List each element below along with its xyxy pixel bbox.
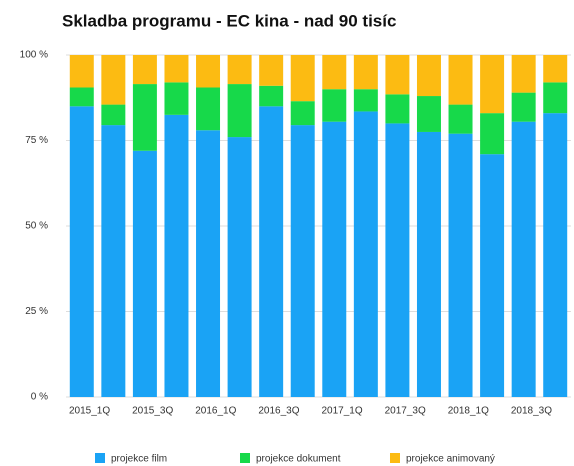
bar-segment — [259, 55, 284, 86]
chart-title: Skladba programu - EC kina - nad 90 tisí… — [62, 11, 396, 30]
bar-segment — [290, 125, 315, 398]
bar-segment — [322, 55, 347, 90]
legend-label: projekce dokument — [256, 454, 341, 465]
x-tick-label: 2017_3Q — [385, 406, 426, 417]
bar-segment — [227, 137, 252, 397]
bar-segment — [385, 94, 410, 124]
y-tick-label: 25 % — [25, 306, 48, 317]
bar-segment — [416, 131, 441, 397]
bar-segment — [416, 96, 441, 132]
bar-segment — [543, 55, 568, 83]
x-tick-label: 2018_3Q — [511, 406, 552, 417]
bar-segment — [69, 55, 94, 88]
bar-segment — [164, 55, 189, 83]
bar-segment — [132, 84, 157, 151]
bar-segment — [290, 101, 315, 126]
x-tick-label: 2016_1Q — [195, 406, 236, 417]
x-tick-label: 2016_3Q — [258, 406, 299, 417]
x-tick-label: 2015_1Q — [69, 406, 110, 417]
bar-segment — [69, 106, 94, 398]
bar-segment — [353, 55, 378, 90]
bar-segment — [480, 55, 505, 114]
bar-segment — [69, 87, 94, 107]
bar-segment — [448, 55, 473, 105]
bar-segment — [259, 106, 284, 398]
bar-segment — [543, 113, 568, 397]
bar-segment — [259, 85, 284, 107]
bar-segment — [164, 114, 189, 397]
x-tick-label: 2018_1Q — [448, 406, 489, 417]
bar-segment — [101, 125, 126, 398]
y-tick-label: 0 % — [31, 392, 48, 403]
bar-segment — [385, 55, 410, 95]
bar-segment — [164, 82, 189, 115]
bar-segment — [290, 55, 315, 102]
bar-segment — [511, 55, 536, 93]
bar-segment — [132, 150, 157, 397]
legend-swatch — [390, 453, 400, 463]
bar-segment — [416, 55, 441, 97]
legend-label: projekce film — [111, 454, 167, 465]
bar-segment — [101, 55, 126, 105]
bar-segment — [448, 104, 473, 134]
bar-segment — [353, 89, 378, 112]
legend-swatch — [95, 453, 105, 463]
x-tick-label: 2017_1Q — [321, 406, 362, 417]
bar-segment — [196, 55, 221, 88]
bar-segment — [196, 87, 221, 131]
bar-segment — [385, 123, 410, 398]
bar-segment — [480, 113, 505, 155]
legend-swatch — [240, 453, 250, 463]
bar-segment — [353, 111, 378, 398]
y-tick-label: 50 % — [25, 221, 48, 232]
bar-segment — [448, 133, 473, 397]
bar-segment — [196, 130, 221, 398]
bar-segment — [511, 92, 536, 122]
bar-segment — [480, 154, 505, 397]
bar-segment — [227, 55, 252, 85]
bar-segment — [511, 121, 536, 397]
bar-segment — [322, 121, 347, 397]
bar-segment — [543, 82, 568, 114]
bar-segment — [227, 84, 252, 138]
legend-label: projekce animovaný — [406, 454, 495, 465]
bar-segment — [101, 104, 126, 126]
x-tick-label: 2015_3Q — [132, 406, 173, 417]
bar-segment — [132, 55, 157, 85]
bar-segment — [322, 89, 347, 122]
y-tick-label: 75 % — [25, 135, 48, 146]
y-tick-label: 100 % — [20, 50, 48, 61]
